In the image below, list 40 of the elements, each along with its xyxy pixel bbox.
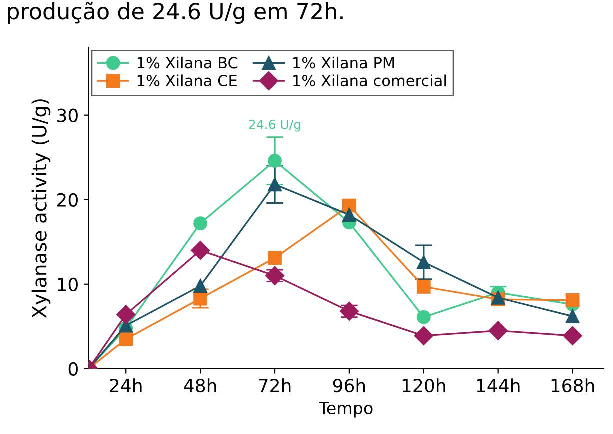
- annotation: 24.6 U/g: [249, 120, 300, 132]
- point: [488, 321, 508, 340]
- point: [116, 305, 136, 324]
- chart-title: produção de 24.6 U/g em 72h.: [8, 2, 343, 24]
- legend-label: 1% Xilana CE: [138, 74, 237, 87]
- point: [416, 255, 431, 270]
- point: [265, 266, 285, 286]
- legend-label: 1% Xilana comercial: [294, 74, 446, 87]
- point: [342, 198, 356, 213]
- point: [194, 292, 208, 306]
- x-tick-label: 96h: [333, 378, 366, 393]
- y-tick-label: 20: [58, 193, 78, 207]
- x-axis-title: Tempo: [318, 402, 373, 418]
- x-tick-label: 48h: [184, 378, 216, 393]
- point: [268, 251, 282, 266]
- point: [563, 326, 582, 346]
- point: [119, 332, 134, 346]
- x-tick-label: 168h: [552, 378, 594, 393]
- point: [566, 293, 580, 308]
- point: [191, 241, 210, 260]
- x-tick-label: 120h: [402, 378, 446, 393]
- point: [416, 280, 431, 294]
- point: [342, 208, 356, 222]
- point: [268, 154, 282, 168]
- y-tick-label: 10: [58, 278, 78, 292]
- x-tick-label: 24h: [110, 378, 142, 392]
- point: [194, 216, 208, 230]
- legend-label: 1% Xilana PM: [294, 56, 394, 69]
- point: [414, 326, 434, 346]
- point: [194, 279, 208, 294]
- legend-label: 1% Xilana BC: [138, 56, 238, 69]
- point: [340, 302, 359, 321]
- y-tick-label: 30: [58, 108, 78, 122]
- point: [268, 178, 282, 192]
- y-tick-label: 0: [68, 362, 78, 376]
- point: [566, 310, 580, 324]
- y-axis-title: Xylanase activity (U/g): [32, 100, 51, 318]
- x-tick-label: 144h: [477, 378, 520, 392]
- x-tick-label: 72h: [259, 378, 291, 392]
- point: [416, 310, 431, 324]
